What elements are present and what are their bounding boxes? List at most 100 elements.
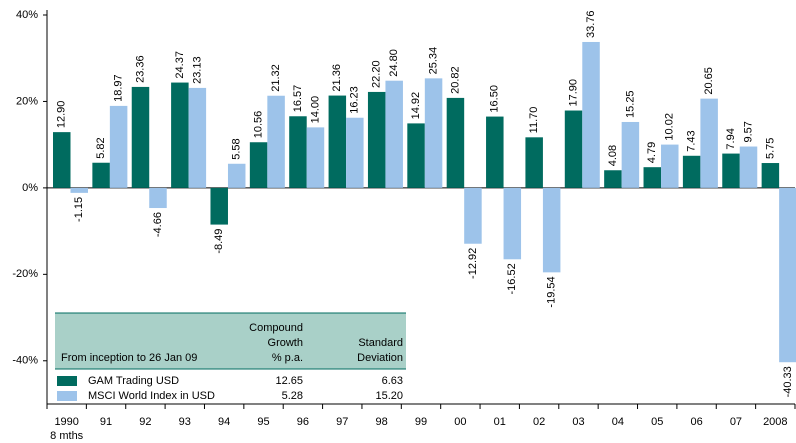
x-tick-label: 06 [690, 416, 702, 428]
bar [424, 78, 443, 188]
table-column-header: Growth [268, 337, 303, 349]
bar [525, 137, 543, 188]
value-label: 5.75 [764, 138, 776, 159]
bar [503, 187, 522, 260]
bar [131, 86, 150, 188]
table-cell: 12.65 [275, 375, 303, 387]
value-label: 15.25 [624, 90, 636, 118]
value-label: 20.82 [449, 66, 461, 94]
bar [210, 187, 228, 225]
value-label: 24.37 [174, 51, 186, 79]
value-label: 16.57 [292, 85, 304, 113]
bar [385, 80, 403, 188]
legend-swatch [57, 376, 77, 386]
bar [739, 146, 758, 188]
x-tick-label: 95 [257, 416, 269, 428]
x-tick-label: 05 [651, 416, 663, 428]
value-label: 12.90 [56, 101, 68, 129]
bar [682, 155, 701, 188]
value-label: 18.97 [113, 74, 125, 102]
bar [564, 110, 583, 188]
legend-swatch [57, 391, 77, 401]
bar [582, 41, 600, 188]
table-column-header: Compound [249, 322, 303, 334]
table-cell: 6.63 [382, 375, 403, 387]
value-label: 11.70 [528, 107, 540, 134]
x-tick-label: 94 [218, 416, 230, 428]
value-label: 25.34 [427, 47, 439, 75]
value-label: -1.15 [73, 197, 85, 222]
bar [149, 187, 167, 209]
value-label: 33.76 [585, 10, 597, 38]
bar [542, 187, 561, 273]
value-label: -12.92 [467, 248, 479, 279]
bar [761, 163, 780, 188]
value-label: 7.43 [686, 130, 698, 151]
table-body-bg [55, 369, 406, 404]
value-label: 16.23 [349, 86, 361, 114]
table-header-bg [55, 313, 406, 369]
bar [109, 105, 128, 188]
value-label: 21.36 [331, 64, 343, 92]
value-label: 9.57 [742, 121, 754, 142]
value-label: 22.20 [371, 60, 383, 88]
bar [446, 97, 465, 188]
table-cell: 5.28 [282, 390, 303, 402]
x-tick-label: 98 [376, 416, 388, 428]
x-tick-label: 04 [612, 416, 624, 428]
value-label: 16.50 [489, 85, 501, 113]
value-label: 4.79 [646, 142, 658, 163]
legend-label: MSCI World Index in USD [88, 390, 215, 402]
value-label: 10.02 [664, 113, 676, 141]
value-label: 5.82 [95, 137, 107, 158]
x-tick-label: 02 [533, 416, 545, 428]
y-tick-label: 40% [16, 9, 38, 21]
bar [188, 87, 207, 188]
x-tick-label: 92 [139, 416, 151, 428]
table-caption: From inception to 26 Jan 09 [61, 352, 197, 364]
bar [249, 142, 268, 188]
x-tick-label: 96 [297, 416, 309, 428]
x-tick-label: 01 [494, 416, 506, 428]
bar [464, 187, 482, 244]
bar [328, 95, 347, 188]
bar [722, 153, 740, 188]
bar [407, 123, 425, 188]
value-label: 17.90 [567, 79, 579, 107]
bar [53, 132, 71, 188]
table-column-header: % p.a. [272, 352, 303, 364]
x-tick-label: 07 [730, 416, 742, 428]
value-label: -19.54 [546, 276, 558, 307]
x-tick-label: 97 [336, 416, 348, 428]
bar [661, 144, 679, 188]
x-tick-label: 00 [454, 416, 466, 428]
legend-label: GAM Trading USD [88, 375, 179, 387]
table-column-header: Standard [358, 337, 403, 349]
value-label: 21.32 [270, 64, 282, 92]
table-cell: 15.20 [375, 390, 403, 402]
value-label: 24.80 [388, 49, 400, 77]
bar [621, 121, 640, 188]
value-label: -4.66 [152, 212, 164, 237]
value-label: -40.33 [782, 366, 794, 397]
bar [604, 170, 622, 188]
value-label: 14.00 [309, 96, 321, 124]
table-column-header: Deviation [357, 352, 403, 364]
y-tick-label: 0% [22, 182, 38, 194]
bar [486, 116, 504, 188]
x-tick-label: 91 [100, 416, 112, 428]
y-tick-label: -20% [12, 268, 38, 280]
value-label: 23.13 [191, 56, 203, 84]
bar [267, 95, 285, 188]
bar [92, 162, 110, 188]
value-label: 7.94 [725, 128, 737, 149]
bar [643, 167, 662, 188]
y-tick-label: -40% [12, 355, 38, 367]
bar [227, 163, 246, 188]
value-label: -8.49 [213, 229, 225, 254]
value-label: 23.36 [134, 55, 146, 83]
value-label: 10.56 [252, 111, 264, 139]
bar [306, 127, 325, 188]
value-label: -16.52 [506, 263, 518, 294]
value-label: 5.58 [231, 138, 243, 159]
